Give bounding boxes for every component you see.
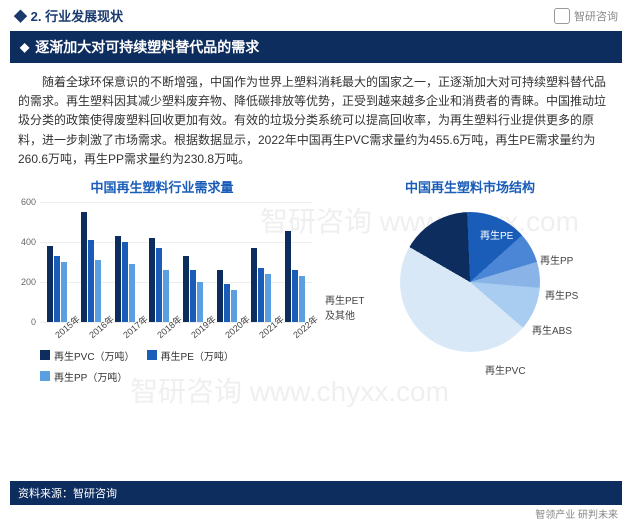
y-tick: 200 xyxy=(12,277,36,287)
bar xyxy=(54,256,60,322)
x-label: 2015年 xyxy=(52,325,68,341)
bar xyxy=(156,248,162,322)
bar xyxy=(299,276,305,322)
charts-row: 中国再生塑料行业需求量 0200400600 2015年2016年2017年20… xyxy=(0,173,632,384)
bar-group xyxy=(210,270,244,322)
legend-swatch xyxy=(40,350,50,360)
x-label: 2016年 xyxy=(86,325,102,341)
bar-group xyxy=(40,246,74,322)
source-bar: 资料来源：智研咨询 xyxy=(10,481,622,505)
bar-plot-area: 0200400600 2015年2016年2017年2018年2019年2020… xyxy=(40,202,312,342)
bar xyxy=(183,256,189,322)
bar-group xyxy=(74,212,108,322)
pie-slice-label: 再生PP xyxy=(540,252,573,267)
x-label: 2022年 xyxy=(290,325,306,341)
bar xyxy=(129,264,135,322)
x-label: 2019年 xyxy=(188,325,204,341)
bar xyxy=(122,242,128,322)
bar xyxy=(115,236,121,322)
legend-item: 再生PP（万吨） xyxy=(40,369,127,384)
pie-slice-label: 再生ABS xyxy=(532,322,572,337)
bar-group xyxy=(142,238,176,322)
pie-slice-label: 再生PS xyxy=(545,287,578,302)
page: { "header": { "section": "2. 行业发展现状", "b… xyxy=(0,0,632,523)
x-axis-labels: 2015年2016年2017年2018年2019年2020年2021年2022年 xyxy=(40,331,312,344)
pie-wrap: 再生PE 再生PP 再生PS 再生ABS 再生PVC 再生PET及其他 xyxy=(320,202,620,382)
y-axis: 0200400600 xyxy=(12,202,38,322)
legend-item: 再生PE（万吨） xyxy=(147,348,234,363)
bar-group xyxy=(244,248,278,322)
bar-group xyxy=(278,231,312,322)
bar xyxy=(217,270,223,322)
bar xyxy=(265,274,271,322)
legend-swatch xyxy=(147,350,157,360)
bar-chart-title: 中国再生塑料行业需求量 xyxy=(12,177,312,196)
x-label: 2020年 xyxy=(222,325,238,341)
pie-circle xyxy=(400,212,540,352)
brand-top: 智研咨询 xyxy=(554,8,618,24)
bar xyxy=(292,270,298,322)
bar-legend: 再生PVC（万吨） 再生PE（万吨） 再生PP（万吨） xyxy=(12,342,312,384)
banner-title: 逐渐加大对可持续塑料替代品的需求 xyxy=(10,31,622,63)
body-paragraph: 随着全球环保意识的不断增强，中国作为世界上塑料消耗最大的国家之一，正逐渐加大对可… xyxy=(0,67,632,173)
bar xyxy=(95,260,101,322)
legend-label: 再生PP（万吨） xyxy=(54,369,127,384)
bar xyxy=(47,246,53,322)
banner-text: 逐渐加大对可持续塑料替代品的需求 xyxy=(35,37,259,57)
bar xyxy=(163,270,169,322)
bar xyxy=(81,212,87,322)
bar-chart: 中国再生塑料行业需求量 0200400600 2015年2016年2017年20… xyxy=(12,177,312,384)
pie-chart: 中国再生塑料市场结构 再生PE 再生PP 再生PS 再生ABS 再生PVC 再生PET及其… xyxy=(320,177,620,384)
bar xyxy=(251,248,257,322)
pie-slice-label: 再生PE xyxy=(480,227,513,242)
bar xyxy=(190,270,196,322)
y-tick: 0 xyxy=(12,317,36,327)
bar xyxy=(224,284,230,322)
x-label: 2021年 xyxy=(256,325,272,341)
y-tick: 600 xyxy=(12,197,36,207)
pie-slice-label: 再生PVC xyxy=(485,362,526,377)
page-header: 2. 行业发展现状 智研咨询 xyxy=(0,0,632,27)
pie-chart-title: 中国再生塑料市场结构 xyxy=(320,177,620,196)
footer-brand: 智领产业 研判未来 xyxy=(535,506,618,521)
bar-group xyxy=(176,256,210,322)
y-tick: 400 xyxy=(12,237,36,247)
section-title: 2. 行业发展现状 xyxy=(14,6,123,25)
bars-container xyxy=(40,202,312,322)
bar-group xyxy=(108,236,142,322)
pie-slice-label: 再生PET及其他 xyxy=(325,292,364,322)
x-label: 2018年 xyxy=(154,325,170,341)
legend-label: 再生PE（万吨） xyxy=(161,348,234,363)
bar xyxy=(285,231,291,322)
x-label: 2017年 xyxy=(120,325,136,341)
bar xyxy=(149,238,155,322)
legend-item: 再生PVC（万吨） xyxy=(40,348,135,363)
bar xyxy=(258,268,264,322)
legend-swatch xyxy=(40,371,50,381)
legend-label: 再生PVC（万吨） xyxy=(54,348,135,363)
bar xyxy=(197,282,203,322)
bar xyxy=(61,262,67,322)
bar xyxy=(231,290,237,322)
bar xyxy=(88,240,94,322)
